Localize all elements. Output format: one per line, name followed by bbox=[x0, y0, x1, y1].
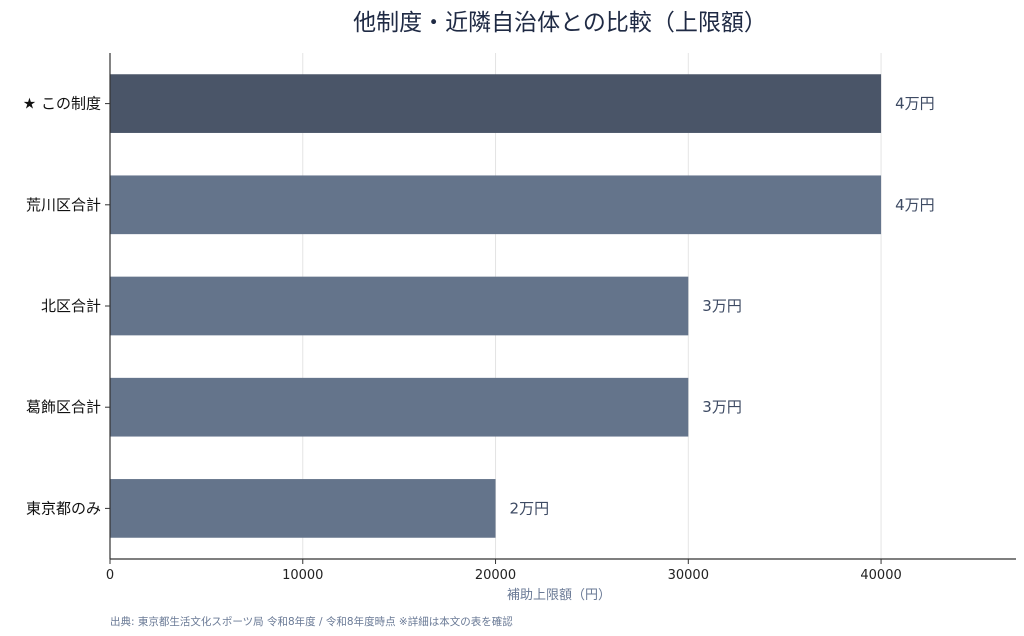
bar bbox=[110, 175, 882, 235]
bar bbox=[110, 276, 689, 336]
bar-value-label: 2万円 bbox=[510, 499, 550, 517]
value-labels: 4万円 4万円 3万円 3万円 2万円 bbox=[510, 95, 935, 518]
x-tick-labels: 0 10000 20000 30000 40000 bbox=[106, 568, 902, 583]
bar bbox=[110, 74, 882, 133]
x-tick-label: 10000 bbox=[282, 568, 323, 583]
bar-value-label: 3万円 bbox=[702, 398, 742, 416]
category-label: 葛飾区合計 bbox=[26, 398, 101, 416]
bar-value-label: 4万円 bbox=[895, 95, 935, 113]
source-note: 出典: 東京都生活文化スポーツ局 令和8年度 / 令和8年度時点 ※詳細は本文の… bbox=[110, 615, 513, 628]
category-label: 北区合計 bbox=[41, 297, 101, 315]
bar bbox=[110, 377, 689, 437]
category-label: 東京都のみ bbox=[26, 499, 101, 517]
category-label: ★ この制度 bbox=[23, 95, 101, 113]
x-axis-label: 補助上限額（円） bbox=[507, 588, 611, 603]
bar bbox=[110, 479, 496, 538]
x-tick-label: 20000 bbox=[475, 568, 516, 583]
axes bbox=[105, 53, 1016, 564]
chart-title: 他制度・近隣自治体との比較（上限額） bbox=[353, 10, 767, 36]
bar-value-label: 3万円 bbox=[702, 297, 742, 315]
x-tick-label: 40000 bbox=[860, 568, 901, 583]
bar-value-label: 4万円 bbox=[895, 196, 935, 214]
bars bbox=[110, 74, 882, 538]
category-label: 荒川区合計 bbox=[26, 196, 101, 214]
x-tick-label: 30000 bbox=[668, 568, 709, 583]
x-tick-label: 0 bbox=[106, 568, 114, 583]
